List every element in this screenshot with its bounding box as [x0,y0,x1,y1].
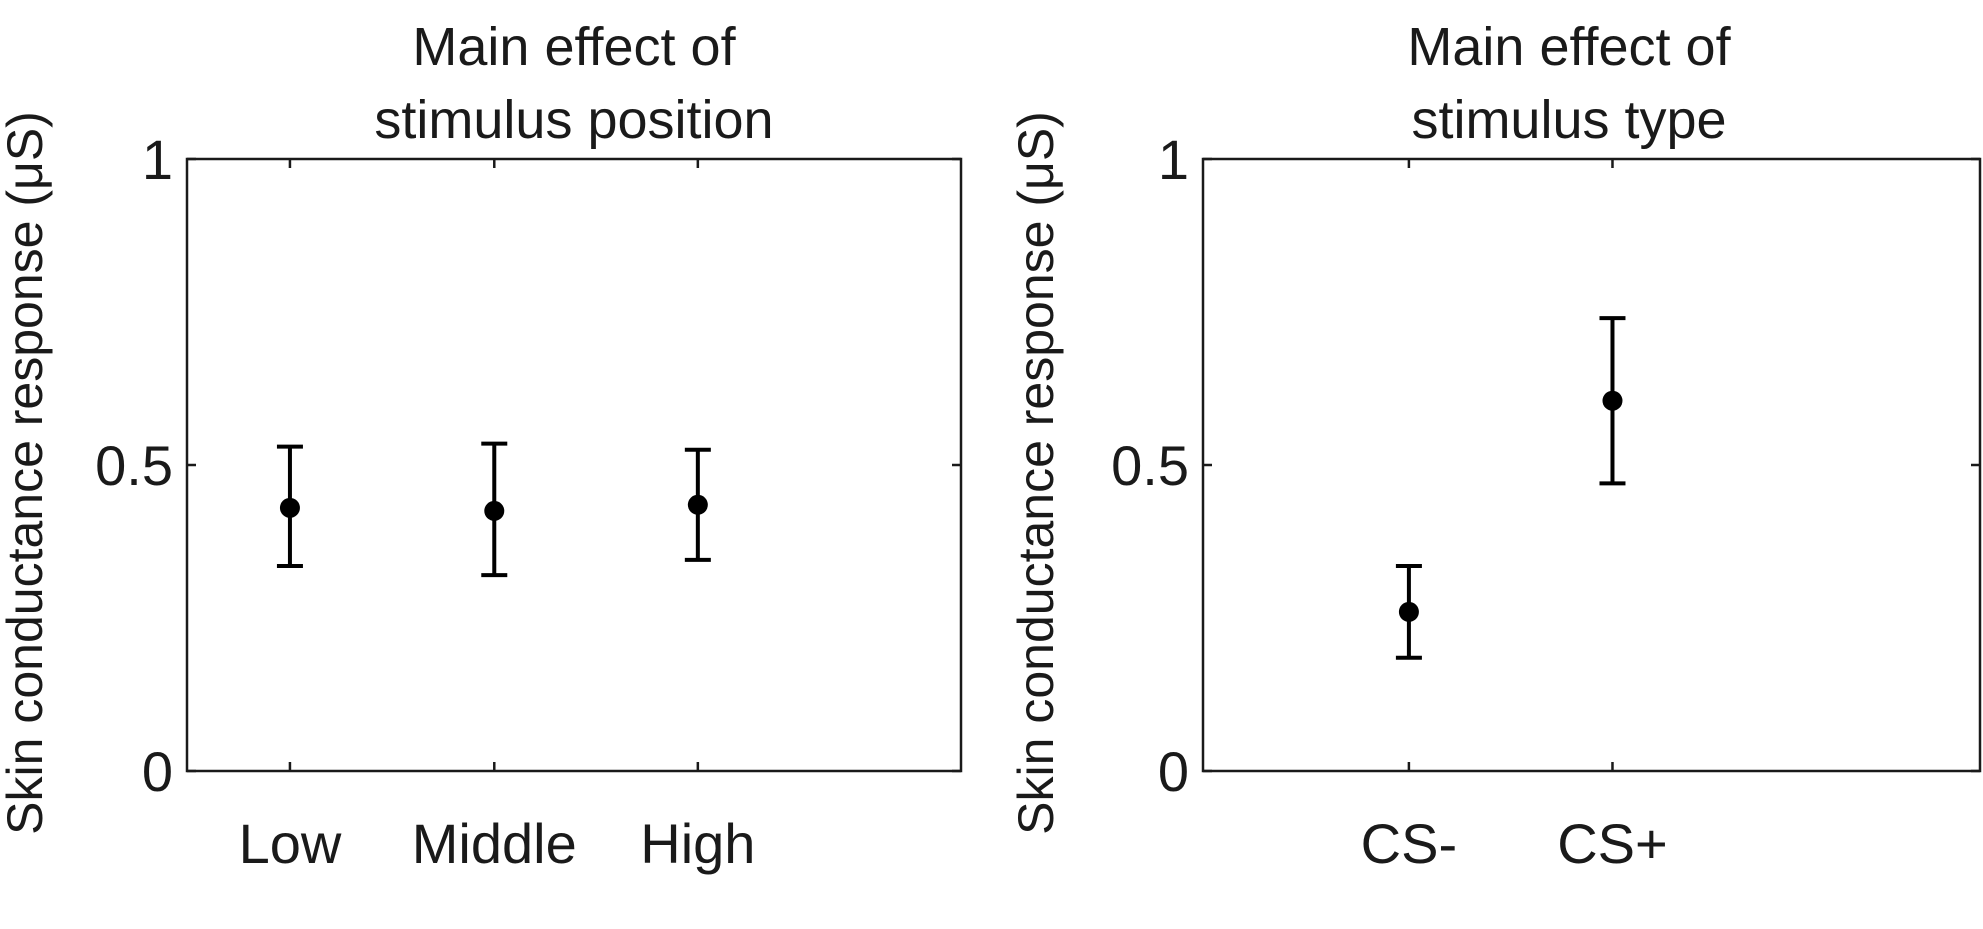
data-point [1398,601,1419,622]
y-tick-label: 0.5 [1111,434,1189,497]
panel-stimulus-type: Main effect of stimulus type Skin conduc… [1008,17,1982,875]
y-tick-label: 0.5 [95,434,173,497]
data-point [687,494,708,515]
y-ticks: 00.51 [95,128,961,803]
x-ticks: CS- CS+ [1361,159,1668,875]
x-tick-label: High [640,812,755,875]
data-point [484,500,505,521]
data-point [1602,390,1623,411]
y-tick-label: 1 [1158,128,1189,191]
chart-title-line-1: Main effect of [1407,17,1731,77]
y-tick-label: 0 [142,740,173,803]
data-marks [276,441,711,578]
chart-title-line-2: stimulus type [1411,90,1726,150]
x-tick-label: Low [239,812,342,875]
chart-title-line-1: Main effect of [412,17,736,77]
y-ticks: 00.51 [1111,128,1980,803]
y-axis-label: Skin conductance response (μS) [1008,111,1064,835]
plot-area-frame [1201,157,1982,773]
y-axis-label: Skin conductance response (μS) [0,111,53,835]
plot-area-frame [185,157,963,773]
x-tick-label: CS- [1361,812,1457,875]
data-marks [1395,316,1626,660]
chart-title-line-2: stimulus position [374,90,773,150]
data-point [279,497,300,518]
y-tick-label: 1 [142,128,173,191]
panel-stimulus-position: Main effect of stimulus position Skin co… [0,17,963,875]
x-tick-label: CS+ [1557,812,1668,875]
x-tick-label: Middle [412,812,577,875]
x-ticks: Low Middle High [239,159,755,875]
y-tick-label: 0 [1158,740,1189,803]
